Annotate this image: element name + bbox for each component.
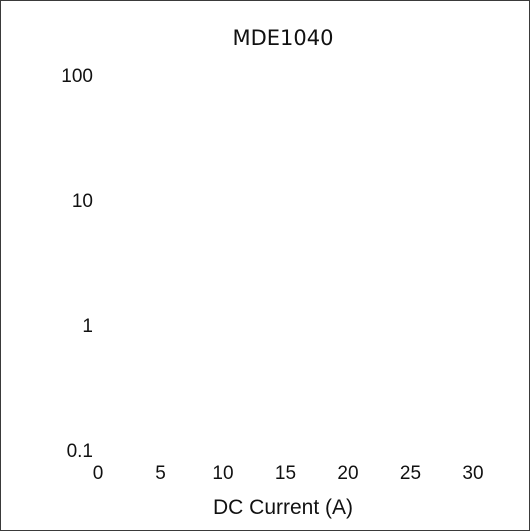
- chart-title: MDE1040: [232, 26, 333, 50]
- y-axis-ticks: 100 10 1 0.1: [61, 66, 93, 462]
- y-tick-label: 100: [61, 66, 93, 87]
- y-tick-label: 0.1: [67, 441, 93, 462]
- x-axis-label: DC Current (A): [213, 496, 353, 519]
- x-tick-label: 0: [93, 463, 104, 484]
- x-tick-label: 25: [400, 463, 421, 484]
- y-tick-label: 1: [82, 316, 93, 337]
- x-axis-ticks: 0 5 10 15 20 25 30: [93, 463, 484, 484]
- y-tick-label: 10: [72, 191, 93, 212]
- x-tick-label: 15: [275, 463, 296, 484]
- x-tick-label: 10: [212, 463, 233, 484]
- x-tick-label: 20: [337, 463, 358, 484]
- x-tick-label: 30: [462, 463, 483, 484]
- x-tick-label: 5: [155, 463, 166, 484]
